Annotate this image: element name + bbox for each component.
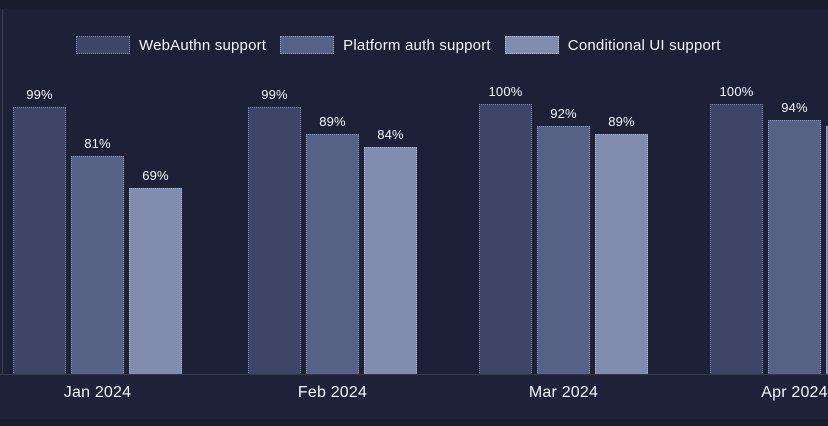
bar-webauthn-apr-2024: 100% <box>710 84 763 375</box>
bar-platform-auth-apr-2024: 94% <box>768 100 821 375</box>
legend: WebAuthn support Platform auth support C… <box>76 36 721 54</box>
top-edge-strip <box>0 0 828 9</box>
x-axis-label-feb-2024: Feb 2024 <box>297 384 368 401</box>
bar-value-label: 99% <box>261 86 288 102</box>
legend-swatch-webauthn-icon <box>76 36 130 54</box>
x-axis-band: Jan 2024 Feb 2024 Mar 2024 Apr 2024 <box>0 374 828 419</box>
bar-group-feb-2024: 99% 89% 84% <box>248 87 417 375</box>
bar-value-label: 100% <box>719 84 754 99</box>
bar-conditional-ui-mar-2024: 89% <box>595 114 648 375</box>
bar-webauthn-feb-2024: 99% <box>248 87 301 375</box>
bar-platform-auth-feb-2024: 89% <box>306 114 359 375</box>
bar-platform-auth-mar-2024: 92% <box>537 106 590 375</box>
x-axis-label-apr-2024: Apr 2024 <box>761 384 828 401</box>
bar-group-mar-2024: 100% 92% 89% <box>479 84 648 375</box>
legend-swatch-platform-auth-icon <box>280 36 335 54</box>
legend-item-conditional-ui-support[interactable]: Conditional UI support <box>504 36 721 54</box>
bar-value-label: 99% <box>26 86 53 102</box>
legend-item-platform-auth-support[interactable]: Platform auth support <box>280 36 491 54</box>
bottom-edge-strip <box>0 419 828 426</box>
bar-platform-auth-jan-2024: 81% <box>71 136 124 375</box>
bar-group-apr-2024: 100% 94% <box>710 84 828 375</box>
bar-value-label: 92% <box>550 105 577 121</box>
x-axis-label-jan-2024: Jan 2024 <box>63 384 132 401</box>
bar-webauthn-jan-2024: 99% <box>13 87 66 375</box>
bar-value-label: 84% <box>377 127 404 143</box>
bar-conditional-ui-feb-2024: 84% <box>364 127 417 375</box>
bar-conditional-ui-jan-2024: 69% <box>129 168 182 375</box>
legend-label: Conditional UI support <box>567 36 721 54</box>
bar-value-label: 89% <box>319 113 346 129</box>
bar-value-label: 94% <box>781 100 808 116</box>
x-axis-label-mar-2024: Mar 2024 <box>528 384 599 401</box>
legend-swatch-conditional-ui-icon <box>504 36 559 54</box>
legend-label: Platform auth support <box>343 36 491 54</box>
legend-label: WebAuthn support <box>139 36 267 54</box>
bar-webauthn-mar-2024: 100% <box>479 84 532 375</box>
bar-value-label: 100% <box>488 84 523 99</box>
legend-item-webauthn-support[interactable]: WebAuthn support <box>76 36 266 54</box>
plot-area: 99% 81% 69% 99% 89% 84% 100% <box>0 84 828 375</box>
bar-value-label: 81% <box>84 135 111 151</box>
bar-value-label: 69% <box>142 168 169 183</box>
bar-value-label: 89% <box>608 113 635 129</box>
bar-group-jan-2024: 99% 81% 69% <box>13 87 182 375</box>
y-axis-line <box>2 9 3 375</box>
